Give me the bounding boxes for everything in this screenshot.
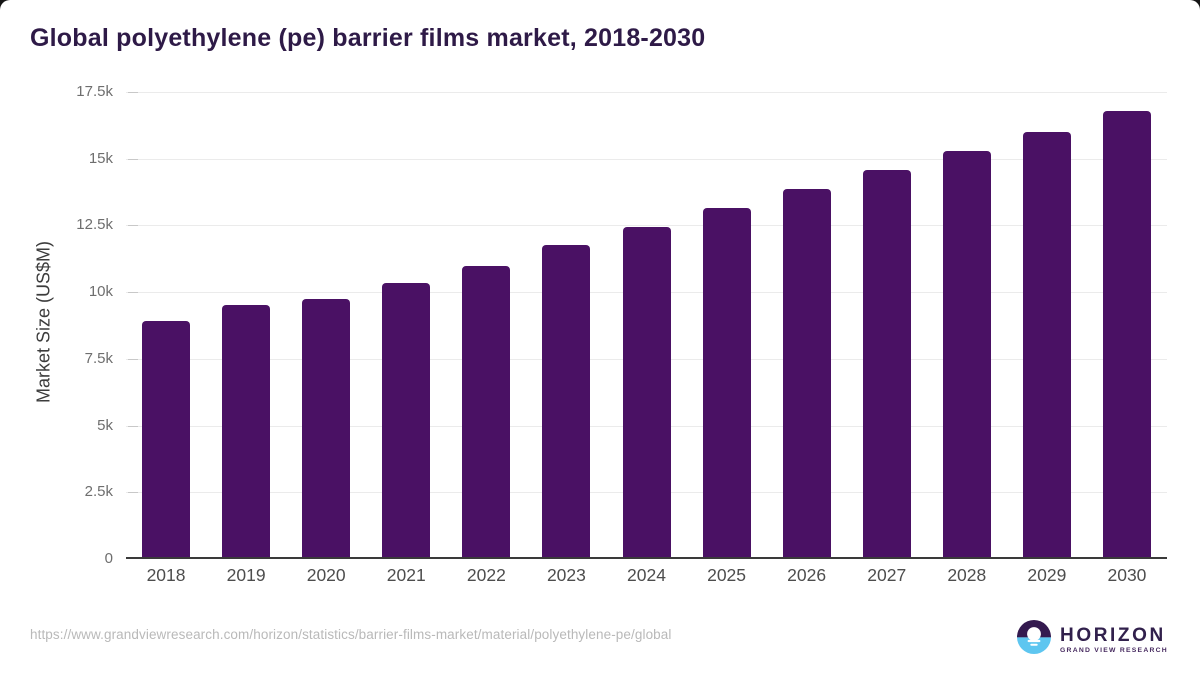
source-url: https://www.grandviewresearch.com/horizo… bbox=[30, 627, 672, 642]
bar-2022[interactable] bbox=[462, 266, 511, 559]
y-tick-label-7.5k: 7.5k bbox=[84, 349, 113, 367]
gridline-17.5k bbox=[126, 92, 1167, 93]
horizon-logo: HORIZON GRAND VIEW RESEARCH bbox=[1017, 620, 1168, 659]
bar-2018[interactable] bbox=[142, 320, 191, 559]
y-tick-10k bbox=[128, 292, 138, 294]
x-tick-label-2018: 2018 bbox=[146, 565, 186, 585]
bar-2027[interactable] bbox=[862, 169, 911, 559]
x-tick-label-2022: 2022 bbox=[466, 565, 506, 585]
x-axis-line bbox=[126, 557, 1167, 559]
bar-2024[interactable] bbox=[622, 226, 671, 559]
x-tick-label-2025: 2025 bbox=[707, 565, 747, 585]
x-tick-label-2027: 2027 bbox=[867, 565, 907, 585]
x-tick-label-2029: 2029 bbox=[1027, 565, 1067, 585]
y-axis-title: Market Size (US$M) bbox=[33, 240, 54, 404]
y-tick-15k bbox=[128, 158, 138, 160]
bar-2026[interactable] bbox=[782, 188, 831, 559]
bar-2019[interactable] bbox=[222, 304, 271, 559]
logo-name: HORIZON bbox=[1060, 624, 1166, 646]
x-tick-label-2020: 2020 bbox=[306, 565, 346, 585]
bar-2025[interactable] bbox=[702, 207, 751, 559]
y-tick-5k bbox=[128, 425, 138, 427]
x-tick-label-2021: 2021 bbox=[386, 565, 426, 585]
plot-area bbox=[126, 92, 1167, 559]
chart-title: Global polyethylene (pe) barrier films m… bbox=[30, 24, 706, 52]
y-tick-12.5k bbox=[128, 225, 138, 227]
y-tick-label-10k: 10k bbox=[88, 283, 113, 301]
x-tick-label-2019: 2019 bbox=[226, 565, 266, 585]
bar-2020[interactable] bbox=[302, 299, 351, 559]
x-tick-label-2024: 2024 bbox=[627, 565, 666, 585]
bar-2021[interactable] bbox=[382, 283, 431, 559]
logo-tagline: GRAND VIEW RESEARCH bbox=[1060, 646, 1168, 654]
y-tick-label-12.5k: 12.5k bbox=[76, 216, 113, 234]
bar-2028[interactable] bbox=[942, 150, 991, 559]
gridline-15k bbox=[126, 158, 1167, 160]
y-tick-label-2.5k: 2.5k bbox=[84, 483, 113, 501]
logo-text: HORIZON GRAND VIEW RESEARCH bbox=[1060, 626, 1168, 654]
y-tick-7.5k bbox=[128, 358, 138, 360]
x-tick-label-2023: 2023 bbox=[546, 565, 586, 585]
x-tick-label-2030: 2030 bbox=[1107, 565, 1147, 585]
y-tick-label-17.5k: 17.5k bbox=[76, 83, 113, 100]
y-tick-label-0: 0 bbox=[104, 550, 113, 567]
bar-2030[interactable] bbox=[1102, 111, 1151, 559]
y-tick-label-15k: 15k bbox=[88, 149, 113, 167]
sun-horizon-icon bbox=[1017, 620, 1051, 659]
y-tick-label-5k: 5k bbox=[97, 416, 113, 434]
bar-2023[interactable] bbox=[542, 245, 591, 559]
gridline-12.5k bbox=[126, 225, 1167, 227]
y-tick-2.5k bbox=[128, 492, 138, 494]
bar-2029[interactable] bbox=[1022, 131, 1071, 559]
y-tick-17.5k bbox=[128, 92, 138, 93]
x-tick-label-2026: 2026 bbox=[787, 565, 827, 585]
x-tick-label-2028: 2028 bbox=[947, 565, 987, 585]
